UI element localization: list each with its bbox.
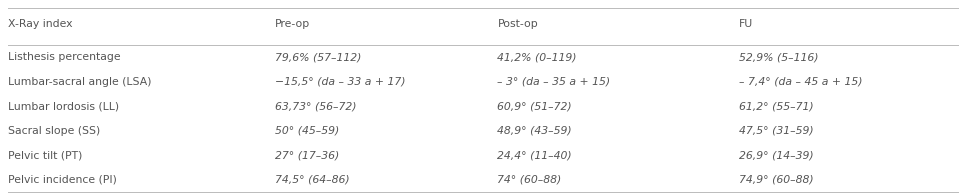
Text: 74° (60–88): 74° (60–88) <box>497 175 562 185</box>
Text: 60,9° (51–72): 60,9° (51–72) <box>497 101 572 111</box>
Text: 27° (17–36): 27° (17–36) <box>275 150 340 160</box>
Text: 26,9° (14–39): 26,9° (14–39) <box>739 150 813 160</box>
Text: 61,2° (55–71): 61,2° (55–71) <box>739 101 813 111</box>
Text: FU: FU <box>739 18 753 29</box>
Text: – 3° (da – 35 a + 15): – 3° (da – 35 a + 15) <box>497 77 611 87</box>
Text: 50° (45–59): 50° (45–59) <box>275 126 340 136</box>
Text: Listhesis percentage: Listhesis percentage <box>8 52 121 62</box>
Text: 48,9° (43–59): 48,9° (43–59) <box>497 126 572 136</box>
Text: Lumbar lordosis (LL): Lumbar lordosis (LL) <box>8 101 119 111</box>
Text: 74,9° (60–88): 74,9° (60–88) <box>739 175 813 185</box>
Text: 24,4° (11–40): 24,4° (11–40) <box>497 150 572 160</box>
Text: Sacral slope (SS): Sacral slope (SS) <box>8 126 99 136</box>
Text: X-Ray index: X-Ray index <box>8 18 72 29</box>
Text: Post-op: Post-op <box>497 18 538 29</box>
Text: 63,73° (56–72): 63,73° (56–72) <box>275 101 356 111</box>
Text: – 7,4° (da – 45 a + 15): – 7,4° (da – 45 a + 15) <box>739 77 863 87</box>
Text: 79,6% (57–112): 79,6% (57–112) <box>275 52 361 62</box>
Text: Pelvic tilt (PT): Pelvic tilt (PT) <box>8 150 82 160</box>
Text: 74,5° (64–86): 74,5° (64–86) <box>275 175 350 185</box>
Text: Pre-op: Pre-op <box>275 18 310 29</box>
Text: Pelvic incidence (PI): Pelvic incidence (PI) <box>8 175 117 185</box>
Text: 52,9% (5–116): 52,9% (5–116) <box>739 52 818 62</box>
Text: 47,5° (31–59): 47,5° (31–59) <box>739 126 813 136</box>
Text: 41,2% (0–119): 41,2% (0–119) <box>497 52 577 62</box>
Text: Lumbar-sacral angle (LSA): Lumbar-sacral angle (LSA) <box>8 77 152 87</box>
Text: −15,5° (da – 33 a + 17): −15,5° (da – 33 a + 17) <box>275 77 406 87</box>
